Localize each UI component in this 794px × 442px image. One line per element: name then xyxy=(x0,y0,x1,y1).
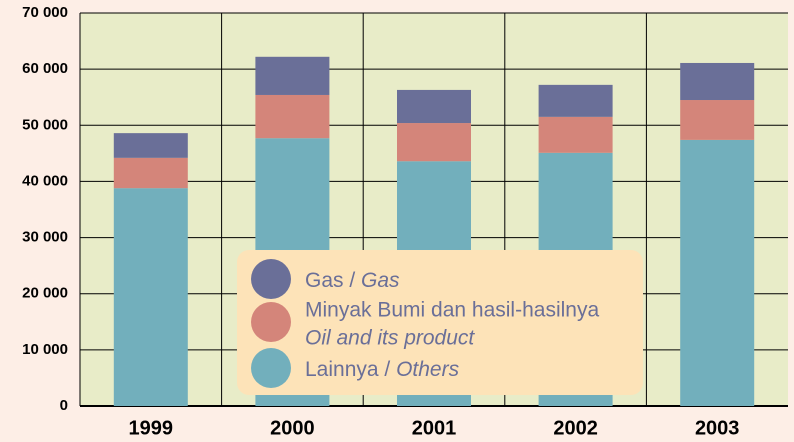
bar-segment xyxy=(113,188,188,406)
bar-segment xyxy=(680,100,755,140)
bar-segment xyxy=(255,56,330,95)
bar-segment xyxy=(397,123,471,162)
bar-segment xyxy=(538,116,613,153)
bar-segment xyxy=(538,84,613,117)
bar-segment xyxy=(397,89,471,124)
legend-label: Lainnya / Others xyxy=(305,358,460,381)
legend-label: Gas / Gas xyxy=(305,269,400,292)
x-tick-label: 1999 xyxy=(129,417,174,439)
y-tick-label: 50 000 xyxy=(22,116,68,133)
y-tick-label: 70 000 xyxy=(22,4,68,21)
bar-segment xyxy=(255,94,330,139)
y-tick-label: 30 000 xyxy=(22,229,68,246)
x-tick-label: 2002 xyxy=(553,417,598,439)
legend-swatch xyxy=(251,302,291,342)
legend-swatch xyxy=(251,259,291,299)
bar-segment xyxy=(680,62,755,101)
legend-label: Minyak Bumi dan hasil-hasilnya xyxy=(305,299,599,322)
bar-segment xyxy=(113,133,188,158)
y-tick-label: 40 000 xyxy=(22,172,68,189)
legend-box xyxy=(237,250,643,395)
legend-label-en: Gas xyxy=(361,269,400,292)
bar-segment xyxy=(113,157,188,189)
x-tick-label: 2000 xyxy=(270,417,315,439)
y-tick-label: 0 xyxy=(60,397,68,414)
x-tick-label: 2001 xyxy=(412,417,457,439)
legend-label-id: Lainnya / xyxy=(305,358,396,381)
x-tick-label: 2003 xyxy=(695,417,740,439)
legend-label-en: Oil and its product xyxy=(305,327,475,350)
legend-swatch xyxy=(251,348,291,388)
y-tick-label: 20 000 xyxy=(22,285,68,302)
y-tick-label: 60 000 xyxy=(22,60,68,77)
legend-label-en: Others xyxy=(396,358,460,381)
y-tick-label: 10 000 xyxy=(22,341,68,358)
bar-segment xyxy=(680,139,755,406)
legend-label-id: Gas / xyxy=(305,269,361,292)
legend: Gas / Gas Minyak Bumi dan hasil-hasilnya O… xyxy=(237,250,643,395)
